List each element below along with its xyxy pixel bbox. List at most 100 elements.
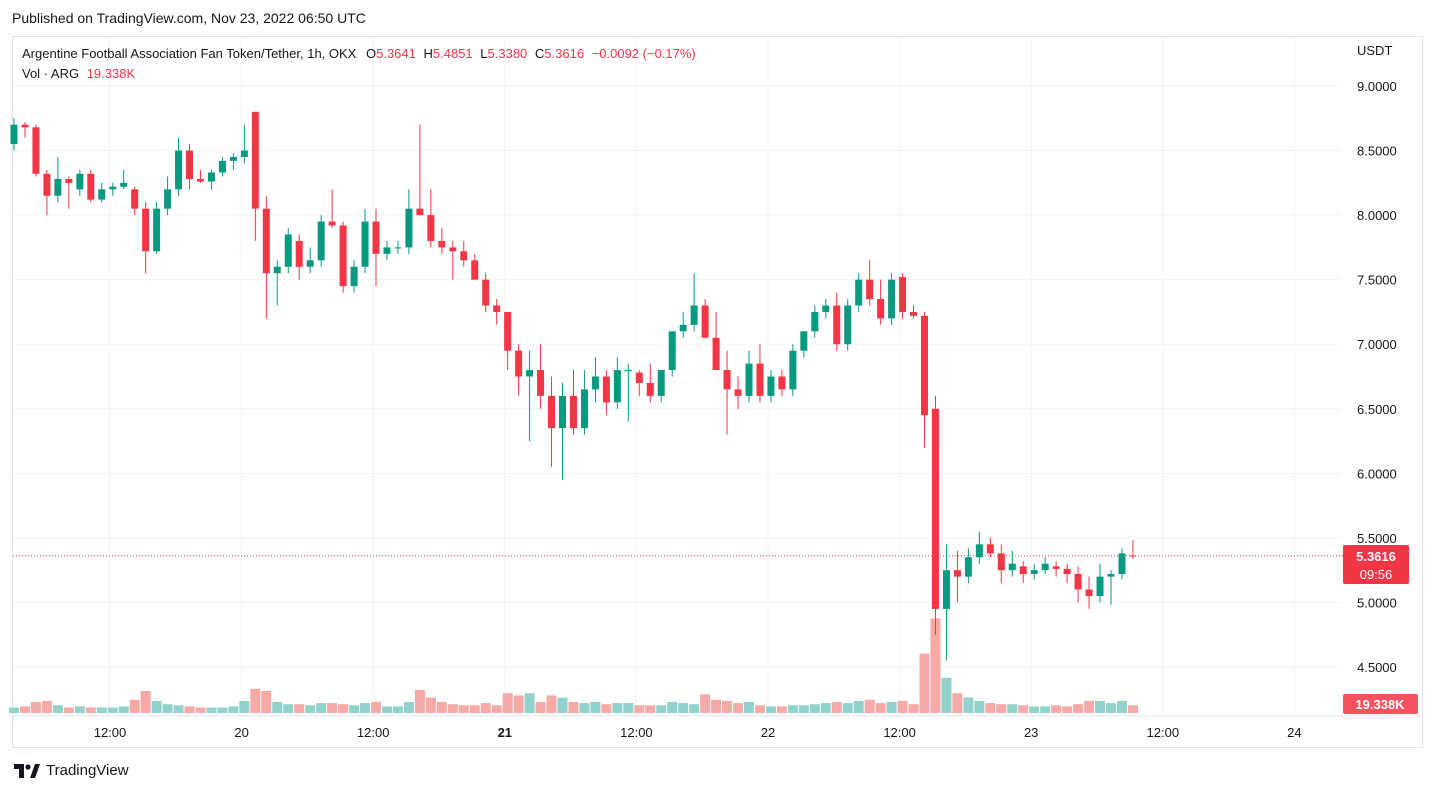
- candle-body[interactable]: [624, 370, 632, 372]
- candle-body[interactable]: [142, 208, 150, 252]
- candle-body[interactable]: [526, 370, 534, 377]
- candle-body[interactable]: [679, 324, 687, 332]
- candle-body[interactable]: [657, 370, 665, 396]
- candle-body[interactable]: [1074, 574, 1082, 590]
- candle-body[interactable]: [690, 305, 698, 325]
- candle-body[interactable]: [723, 370, 731, 390]
- candle-body[interactable]: [504, 311, 512, 351]
- candle-body[interactable]: [844, 305, 852, 345]
- candle-body[interactable]: [350, 266, 358, 287]
- candle-body[interactable]: [164, 189, 172, 209]
- candle-body[interactable]: [449, 247, 457, 252]
- candle-body[interactable]: [921, 315, 929, 416]
- candle-body[interactable]: [778, 376, 786, 390]
- candle-body[interactable]: [229, 157, 237, 161]
- candle-body[interactable]: [953, 570, 961, 577]
- candle-body[interactable]: [207, 172, 215, 182]
- candle-body[interactable]: [559, 395, 566, 429]
- candle-body[interactable]: [635, 372, 643, 383]
- candle-body[interactable]: [251, 111, 259, 209]
- candle-body[interactable]: [1019, 566, 1027, 575]
- candle-body[interactable]: [262, 208, 270, 274]
- candle-body[interactable]: [131, 189, 139, 209]
- footer-brand[interactable]: TradingView: [14, 762, 129, 779]
- candle-body[interactable]: [1118, 553, 1126, 575]
- candle-body[interactable]: [613, 370, 621, 403]
- candle-body[interactable]: [537, 370, 545, 396]
- candle-body[interactable]: [240, 150, 248, 158]
- candle-body[interactable]: [515, 350, 523, 377]
- candle-body[interactable]: [438, 240, 446, 248]
- candle-body[interactable]: [767, 376, 775, 396]
- candle-body[interactable]: [218, 160, 226, 173]
- candle-body[interactable]: [942, 570, 950, 609]
- candle-body[interactable]: [800, 331, 808, 351]
- candle-body[interactable]: [756, 363, 764, 396]
- candle-body[interactable]: [339, 225, 347, 287]
- candle-body[interactable]: [328, 221, 336, 226]
- candle-body[interactable]: [372, 221, 380, 254]
- candle-body[interactable]: [1107, 574, 1115, 577]
- candle-body[interactable]: [361, 221, 369, 267]
- candle-body[interactable]: [602, 376, 610, 403]
- candle-body[interactable]: [964, 557, 972, 577]
- candle-body[interactable]: [811, 311, 819, 332]
- candle-body[interactable]: [427, 215, 435, 241]
- candle-body[interactable]: [712, 337, 720, 371]
- candle-body[interactable]: [1129, 555, 1137, 557]
- price-axis[interactable]: USDT 9.0000 8.5000 8.0000 7.5000 7.0000 6.500…: [1357, 43, 1397, 675]
- candle-body[interactable]: [910, 311, 918, 316]
- candle-body[interactable]: [569, 395, 577, 429]
- candle-body[interactable]: [888, 279, 896, 319]
- candle-body[interactable]: [394, 247, 402, 249]
- candle-body[interactable]: [186, 150, 194, 179]
- candle-body[interactable]: [10, 124, 18, 145]
- time-axis[interactable]: 12:00 20 12:00 21 12:00 22 12:00 23 12:00 24: [13, 715, 1422, 740]
- candle-body[interactable]: [76, 173, 84, 190]
- candle-body[interactable]: [997, 553, 1005, 571]
- candle-body[interactable]: [284, 234, 292, 267]
- candle-body[interactable]: [986, 544, 994, 554]
- candle-body[interactable]: [646, 382, 654, 396]
- candle-body[interactable]: [975, 544, 983, 558]
- candle-body[interactable]: [196, 178, 204, 182]
- candle-body[interactable]: [153, 208, 161, 252]
- candle-body[interactable]: [734, 389, 742, 396]
- candle-body[interactable]: [855, 279, 863, 306]
- candle-body[interactable]: [295, 240, 303, 267]
- candle-body[interactable]: [317, 221, 325, 261]
- candle-body[interactable]: [745, 363, 753, 396]
- candles[interactable]: [10, 111, 1137, 661]
- candle-body[interactable]: [1008, 563, 1016, 571]
- candle-body[interactable]: [1063, 568, 1071, 575]
- candle-body[interactable]: [580, 389, 588, 429]
- candle-body[interactable]: [405, 208, 413, 248]
- candle-body[interactable]: [877, 299, 885, 319]
- candle-body[interactable]: [460, 251, 468, 261]
- candle-body[interactable]: [21, 124, 29, 128]
- candle-body[interactable]: [789, 350, 797, 390]
- symbol-label[interactable]: Argentine Football Association Fan Token…: [22, 46, 357, 61]
- candle-body[interactable]: [471, 260, 479, 280]
- candle-body[interactable]: [701, 305, 709, 338]
- candle-body[interactable]: [273, 266, 281, 274]
- candle-body[interactable]: [416, 208, 424, 216]
- candle-body[interactable]: [866, 279, 874, 300]
- candle-body[interactable]: [120, 182, 128, 187]
- candle-body[interactable]: [548, 395, 556, 429]
- candle-body[interactable]: [175, 150, 183, 190]
- candle-body[interactable]: [43, 173, 51, 196]
- candle-body[interactable]: [482, 279, 490, 306]
- candle-body[interactable]: [493, 305, 501, 312]
- candle-body[interactable]: [1041, 563, 1049, 571]
- candle-body[interactable]: [899, 277, 907, 312]
- candle-body[interactable]: [833, 305, 841, 345]
- candle-body[interactable]: [1030, 570, 1038, 575]
- candle-body[interactable]: [306, 260, 314, 267]
- candle-body[interactable]: [87, 173, 95, 200]
- candle-body[interactable]: [98, 189, 106, 200]
- candle-body[interactable]: [32, 127, 40, 174]
- candle-body[interactable]: [591, 376, 599, 390]
- candle-body[interactable]: [383, 247, 391, 254]
